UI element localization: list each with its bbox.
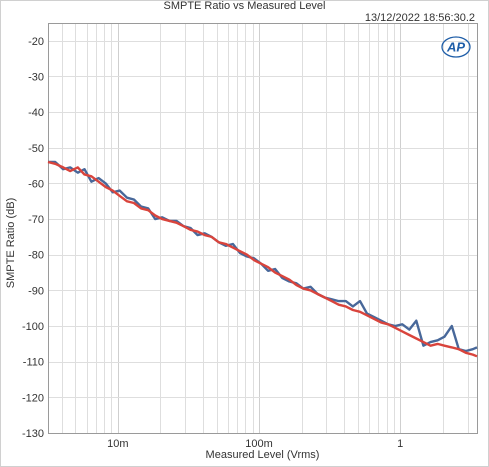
x-tick-label: 100m: [245, 438, 273, 450]
ap-logo-ring: [441, 36, 471, 58]
y-tick-label: -110: [23, 357, 44, 369]
grid: [48, 23, 477, 434]
ap-logo: AP: [441, 36, 471, 58]
y-tick-label: -100: [22, 321, 44, 333]
series-line-red: [47, 160, 478, 358]
series-line-blue: [48, 160, 478, 353]
y-tick-label: -20: [28, 36, 44, 48]
y-tick-label: -30: [28, 71, 44, 83]
y-tick-label: -90: [28, 285, 44, 297]
tick-labels: -20 -30 -40 -50 -60 -70 -80 -90 -100 -110 -120 -130…: [22, 36, 403, 450]
y-tick-label: -80: [28, 250, 44, 262]
y-tick-label: -60: [28, 178, 44, 190]
y-tick-label: -40: [28, 107, 44, 119]
y-tick-label: -130: [22, 428, 44, 440]
x-tick-label: 1: [397, 438, 403, 450]
y-tick-label: -50: [28, 143, 44, 155]
chart-title: SMPTE Ratio vs Measured Level: [163, 0, 326, 12]
x-axis-label: Measured Level (Vrms): [205, 449, 320, 461]
x-tick-label: 10m: [107, 438, 128, 450]
series-lines: [47, 160, 478, 358]
y-tick-label: -70: [28, 214, 44, 226]
timestamp: 13/12/2022 18:56:30.2: [364, 12, 475, 24]
y-tick-label: -120: [22, 392, 44, 404]
ap-logo-text: AP: [446, 40, 465, 55]
plot-border: [48, 23, 478, 434]
